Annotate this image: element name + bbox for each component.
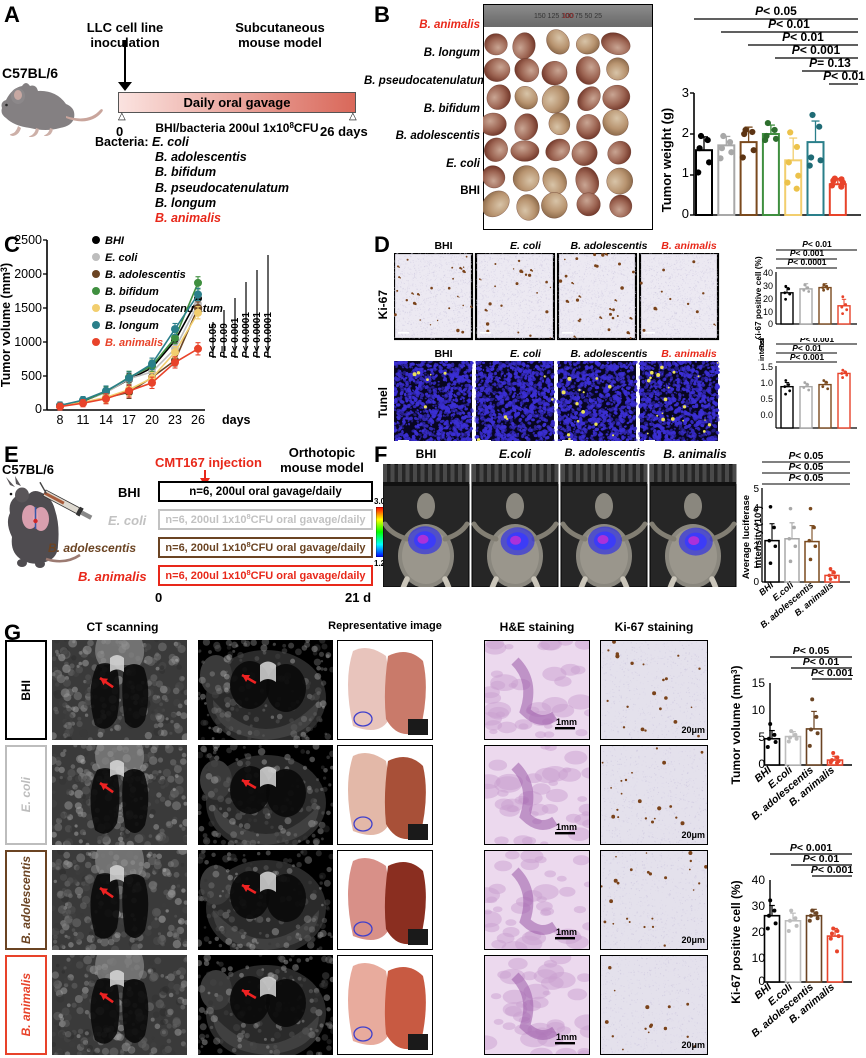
- svg-text:Tumor volume (mm3): Tumor volume (mm3): [0, 263, 13, 387]
- svg-text:B. animalis: B. animalis: [105, 337, 163, 349]
- svg-text:intensity (104): intensity (104): [753, 506, 764, 568]
- svg-text:11: 11: [77, 413, 90, 427]
- svg-text:B. adolescentis: B. adolescentis: [105, 269, 186, 281]
- svg-text:1000: 1000: [14, 335, 42, 349]
- svg-text:0: 0: [35, 402, 42, 416]
- svg-text:2500: 2500: [14, 233, 42, 247]
- svg-text:B. bifidum: B. bifidum: [105, 286, 159, 298]
- svg-text:P< 0.05: P< 0.05: [208, 323, 219, 358]
- svg-text:500: 500: [21, 369, 42, 383]
- svg-text:P< 0.05: P< 0.05: [789, 462, 824, 473]
- svg-text:P= 0.09: P= 0.09: [219, 323, 230, 358]
- svg-text:20: 20: [145, 413, 159, 427]
- svg-text:8: 8: [57, 413, 64, 427]
- svg-text:P< 0.05: P< 0.05: [789, 473, 824, 484]
- svg-text:P< 0.0001: P< 0.0001: [263, 312, 274, 358]
- svg-text:17: 17: [122, 413, 136, 427]
- svg-text:23: 23: [168, 413, 182, 427]
- svg-text:5: 5: [753, 484, 759, 495]
- svg-text:B. pseudocatenulatum: B. pseudocatenulatum: [105, 303, 223, 315]
- svg-text:E. coli: E. coli: [105, 252, 138, 264]
- svg-text:2000: 2000: [14, 267, 42, 281]
- svg-text:B. longum: B. longum: [105, 320, 159, 332]
- svg-text:P< 0.05: P< 0.05: [789, 451, 824, 462]
- svg-text:Average luciferase: Average luciferase: [742, 495, 752, 579]
- svg-text:1500: 1500: [14, 301, 42, 315]
- svg-text:14: 14: [99, 413, 113, 427]
- svg-text:26: 26: [191, 413, 205, 427]
- svg-text:P< 0.0001: P< 0.0001: [252, 312, 263, 358]
- svg-text:P< 0.0001: P< 0.0001: [241, 312, 252, 358]
- svg-text:P< 0.001: P< 0.001: [230, 317, 241, 358]
- svg-text:BHI: BHI: [105, 235, 125, 247]
- svg-text:days: days: [222, 413, 251, 427]
- svg-text:0: 0: [753, 577, 759, 588]
